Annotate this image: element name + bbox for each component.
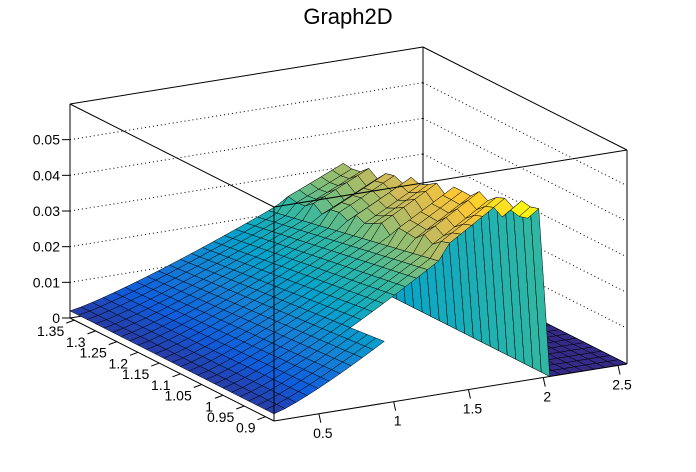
x-tick	[617, 365, 621, 375]
x-tick-label: 1	[394, 413, 402, 429]
top-back-edge	[69, 46, 424, 105]
z-tick-label: 0.05	[33, 132, 60, 148]
x-axis	[273, 363, 628, 422]
y-tick	[172, 373, 181, 378]
y-tick-label: 0.95	[207, 409, 234, 425]
z-tick-label: 0.03	[33, 203, 60, 219]
x-tick	[318, 413, 322, 423]
x-tick	[542, 377, 546, 387]
surface-cell	[518, 206, 540, 219]
y-tick-label: 1.25	[80, 345, 107, 361]
gridline-z-back	[69, 117, 424, 176]
y-tick-label: 1.15	[122, 366, 149, 382]
y-tick	[257, 416, 266, 421]
chart-title: Graph2D	[303, 4, 393, 29]
y-tick	[66, 319, 75, 324]
y-tick-label: 0.9	[236, 420, 256, 436]
y-tick	[193, 384, 202, 388]
y-axis	[69, 317, 275, 422]
x-tick-label: 2	[543, 389, 551, 405]
y-tick-label: 1.2	[109, 355, 129, 371]
y-tick-label: 1.35	[37, 323, 64, 339]
y-tick-label: 1.1	[151, 377, 171, 393]
y-tick	[214, 394, 224, 399]
top-front-edge	[273, 149, 628, 208]
y-tick	[236, 405, 245, 410]
x-tick-label: 1.5	[463, 401, 483, 417]
z-tick-label: 0.02	[33, 239, 60, 255]
x-tick-label: 2.5	[612, 376, 632, 392]
y-tick	[108, 341, 117, 346]
z-tick-label: 0	[52, 310, 60, 326]
y-tick-label: 1.05	[165, 388, 192, 404]
x-tick	[393, 401, 397, 411]
z-tick-label: 0.01	[33, 274, 60, 290]
y-tick-label: 1.3	[66, 334, 86, 350]
top-right-edge	[422, 46, 628, 151]
y-tick	[87, 330, 96, 335]
x-tick-label: 0.5	[313, 425, 333, 441]
z-tick-label: 0.04	[33, 167, 60, 183]
y-tick	[129, 351, 139, 356]
y-tick	[151, 362, 160, 367]
surface-cell	[264, 404, 286, 415]
top-left-edge	[69, 103, 275, 208]
y-tick-label: 1	[205, 398, 213, 414]
x-tick	[467, 389, 471, 399]
